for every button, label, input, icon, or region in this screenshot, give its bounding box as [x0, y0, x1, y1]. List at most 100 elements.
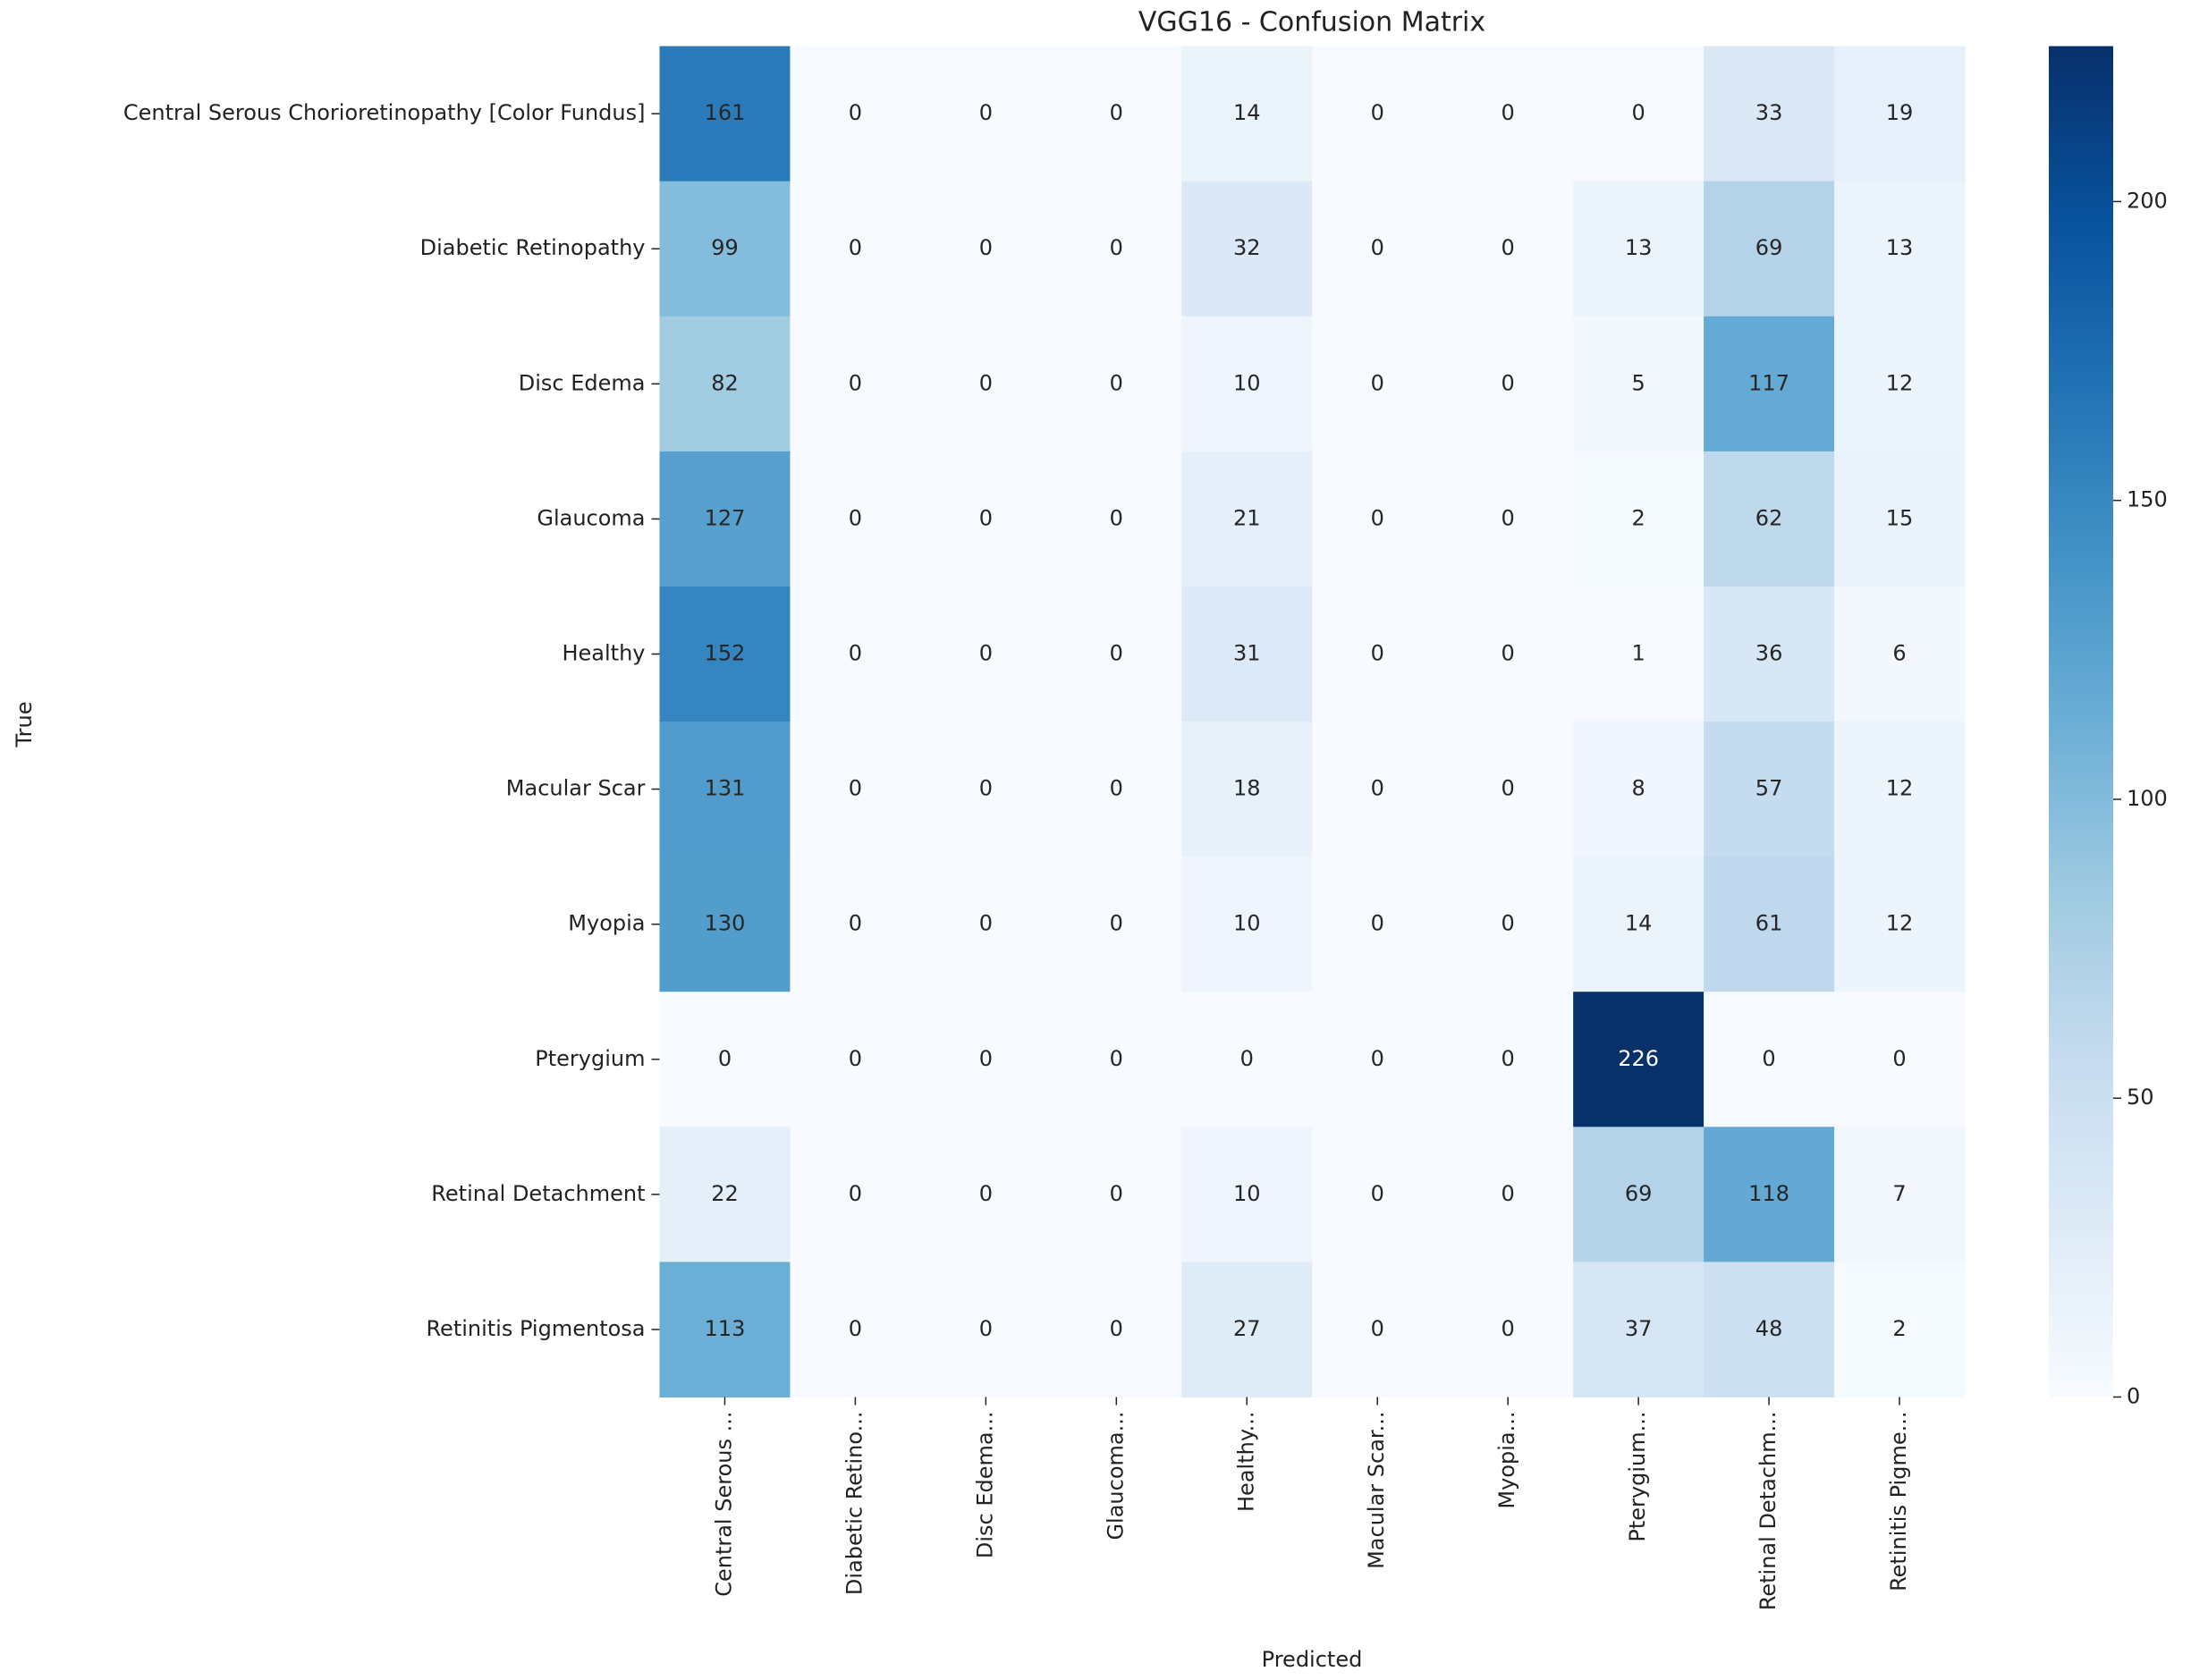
cell-label: 0: [1892, 1046, 1906, 1071]
colorbar-tick-label: 150: [2127, 487, 2168, 512]
heatmap-cell: [659, 181, 791, 317]
heatmap-cell: [1573, 46, 1705, 182]
cell-label: 0: [1502, 235, 1515, 260]
heatmap-cell: [790, 992, 921, 1127]
heatmap-cell: [1312, 992, 1443, 1127]
cell-label: 0: [1371, 370, 1384, 395]
cell-label: 0: [1502, 1316, 1515, 1341]
cell-label: 99: [711, 235, 739, 260]
cell-label: 2: [1631, 505, 1645, 530]
heatmap-cell: [1442, 181, 1574, 317]
heatmap-cell: [920, 451, 1052, 587]
heatmap-cell: [920, 722, 1052, 857]
heatmap-cell: [1573, 992, 1705, 1127]
cell-label: 1: [1631, 641, 1645, 666]
chart-title: VGG16 - Confusion Matrix: [1138, 7, 1485, 38]
heatmap-cell: [1704, 586, 1835, 722]
cell-label: 36: [1755, 641, 1783, 666]
heatmap-cell: [790, 857, 921, 992]
cell-label: 10: [1233, 911, 1261, 936]
heatmap-cell: [1442, 1127, 1574, 1262]
heatmap-cell: [659, 316, 791, 452]
heatmap-cell: [1834, 316, 1966, 452]
heatmap-cell: [1181, 992, 1313, 1127]
x-tick-label: Glaucoma...: [1103, 1412, 1128, 1541]
y-tick-label: Disc Edema: [519, 370, 646, 395]
heatmap-cell: [1312, 857, 1443, 992]
heatmap-cell: [1051, 722, 1182, 857]
heatmap-cell: [1051, 857, 1182, 992]
cell-label: 7: [1892, 1181, 1906, 1206]
cell-label: 37: [1625, 1316, 1653, 1341]
cell-label: 0: [1502, 370, 1515, 395]
heatmap-cell: [1312, 46, 1443, 182]
y-tick-label: Pterygium: [535, 1046, 645, 1071]
heatmap-cell: [1704, 992, 1835, 1127]
cell-label: 0: [1371, 505, 1384, 530]
x-tick-label: Pterygium...: [1625, 1412, 1650, 1542]
y-tick-label: Central Serous Chorioretinopathy [Color …: [123, 100, 646, 125]
heatmap-cell: [659, 1262, 791, 1397]
cell-label: 0: [1502, 1046, 1515, 1071]
heatmap-cell: [1834, 46, 1966, 182]
heatmap-cell: [1834, 992, 1966, 1127]
heatmap-cell: [1181, 316, 1313, 452]
y-tick-label: Retinitis Pigmentosa: [426, 1316, 645, 1341]
cell-label: 0: [1110, 370, 1123, 395]
heatmap-cell: [1442, 586, 1574, 722]
cell-label: 117: [1748, 370, 1789, 395]
cell-label: 27: [1233, 1316, 1261, 1341]
cell-label: 130: [705, 911, 746, 936]
heatmap-cell: [1051, 46, 1182, 182]
heatmap-cell: [1704, 722, 1835, 857]
cell-label: 0: [849, 1046, 862, 1071]
cell-label: 0: [849, 1316, 862, 1341]
heatmap-cell: [1312, 1262, 1443, 1397]
cell-label: 113: [705, 1316, 746, 1341]
heatmap-cell: [659, 857, 791, 992]
cell-label: 0: [1110, 235, 1123, 260]
cell-label: 0: [1110, 1316, 1123, 1341]
heatmap-cell: [659, 722, 791, 857]
cell-label: 82: [711, 370, 739, 395]
heatmap-cell: [1573, 722, 1705, 857]
heatmap-cell: [1573, 316, 1705, 452]
heatmap-cell: [659, 46, 791, 182]
cell-label: 10: [1233, 1181, 1261, 1206]
cell-label: 10: [1233, 370, 1261, 395]
heatmap-cell: [1834, 857, 1966, 992]
cell-label: 0: [1371, 1316, 1384, 1341]
heatmap-cell: [1834, 181, 1966, 317]
cell-label: 6: [1892, 641, 1906, 666]
cell-label: 0: [1371, 911, 1384, 936]
cell-label: 21: [1233, 505, 1261, 530]
colorbar-tick-label: 200: [2127, 188, 2168, 213]
heatmap-cell: [1181, 722, 1313, 857]
heatmap-cell: [1312, 1127, 1443, 1262]
y-tick-label: Healthy: [562, 641, 645, 666]
cell-label: 0: [1371, 235, 1384, 260]
cell-label: 61: [1755, 911, 1783, 936]
cell-label: 0: [1502, 1181, 1515, 1206]
cell-label: 0: [718, 1046, 732, 1071]
y-tick-label: Glaucoma: [537, 505, 645, 530]
heatmap-cell: [1834, 1262, 1966, 1397]
x-axis-label: Predicted: [1262, 1647, 1363, 1672]
y-tick-label: Retinal Detachment: [431, 1181, 645, 1206]
heatmap-cell: [1442, 992, 1574, 1127]
heatmap-cell: [920, 586, 1052, 722]
cell-label: 0: [1110, 1046, 1123, 1071]
heatmap-cell: [1704, 181, 1835, 317]
cell-label: 18: [1233, 776, 1261, 801]
cell-label: 0: [1110, 505, 1123, 530]
cell-label: 0: [1502, 776, 1515, 801]
heatmap-cell: [1704, 857, 1835, 992]
cell-label: 0: [1371, 776, 1384, 801]
x-tick-label: Central Serous ...: [711, 1412, 736, 1597]
x-tick-label: Macular Scar...: [1364, 1412, 1389, 1569]
heatmap-cell: [1181, 857, 1313, 992]
cell-label: 0: [979, 1046, 993, 1071]
colorbar: [2049, 46, 2113, 1397]
cell-label: 0: [1502, 505, 1515, 530]
